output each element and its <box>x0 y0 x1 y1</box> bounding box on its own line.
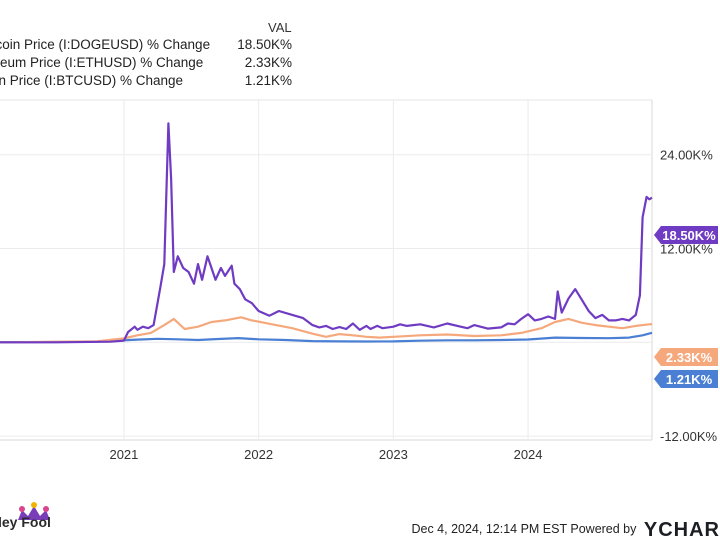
y-tick-label: 12.00K% <box>660 242 713 257</box>
x-tick-label: 2021 <box>109 447 138 462</box>
series-end-tag <box>654 370 718 388</box>
series-end-label: 18.50K% <box>662 228 716 243</box>
legend-item-doge: ecoin Price (I:DOGEUSD) % Change 18.50K% <box>0 37 300 55</box>
brand-name: ley Fool <box>0 514 51 530</box>
y-tick-label: -12.00K% <box>660 429 718 444</box>
legend-label: ereum Price (I:ETHUSD) % Change <box>0 55 204 70</box>
legend-label: ecoin Price (I:DOGEUSD) % Change <box>0 37 211 52</box>
series-end-label: 1.21K% <box>666 372 713 387</box>
series-line <box>0 122 653 344</box>
legend-label: oin Price (I:BTCUSD) % Change <box>0 73 184 88</box>
y-tick-label: 24.00K% <box>660 148 713 163</box>
powered-by: Powered by <box>570 522 637 536</box>
series-line <box>0 316 653 344</box>
ycharts-logo: YCHAR <box>643 519 720 541</box>
timestamp: Dec 4, 2024, 12:14 PM EST <box>411 522 567 536</box>
series-end-label: 2.33K% <box>666 350 713 365</box>
jester-hat-icon <box>18 502 50 520</box>
x-tick-label: 2023 <box>379 447 408 462</box>
legend-value: 2.33K% <box>244 55 292 70</box>
legend-item-btc: oin Price (I:BTCUSD) % Change 1.21K% <box>0 73 300 91</box>
legend-value: 18.50K% <box>237 37 292 52</box>
series-line <box>0 331 653 344</box>
x-tick-label: 2024 <box>514 447 543 462</box>
legend-header: VAL <box>268 20 292 35</box>
series-end-tag <box>654 348 718 366</box>
x-tick-label: 2022 <box>244 447 273 462</box>
series-end-tag <box>654 226 718 244</box>
chart-footer: Dec 4, 2024, 12:14 PM EST Powered by YCH… <box>411 516 720 541</box>
legend-value: 1.21K% <box>244 73 292 88</box>
legend-item-eth: ereum Price (I:ETHUSD) % Change 2.33K% <box>0 55 300 73</box>
